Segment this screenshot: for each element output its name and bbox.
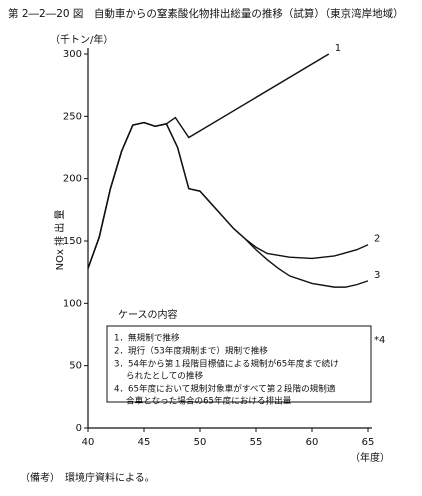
legend-item: 2．現行（53年度規制まで）規制で推移	[114, 345, 268, 357]
y-tick-label: 300	[63, 49, 82, 60]
series-line	[87, 53, 330, 269]
x-tick-label: 50	[194, 437, 207, 448]
legend-box	[106, 325, 372, 403]
x-tick-label: 40	[82, 437, 95, 448]
y-tick-label: 250	[63, 111, 82, 122]
y-tick-label: 100	[63, 298, 82, 309]
y-label: NOx 排 出 量	[53, 210, 66, 271]
x-tick-label: 65	[362, 437, 375, 448]
legend-title: ケースの内容	[118, 308, 178, 321]
x-tick-label: 45	[138, 437, 151, 448]
y-unit: （千トン/年）	[50, 33, 113, 46]
x-tick-label: 55	[250, 437, 263, 448]
series-line	[87, 121, 369, 288]
series-label: 3	[374, 270, 380, 281]
y-tick-label: 200	[63, 174, 82, 185]
legend-item: 合車となった場合の65年度における排出量	[126, 395, 292, 407]
y-tick-label: 150	[63, 236, 82, 247]
note: （備考） 環境庁資料による。	[20, 471, 155, 484]
series-label: 2	[374, 234, 380, 245]
y-tick-label: 50	[69, 361, 82, 372]
x-label: （年度）	[350, 451, 390, 464]
series-line	[87, 121, 369, 269]
annotation: *4	[374, 335, 385, 346]
legend-item: 1．無規制で推移	[114, 332, 180, 344]
y-tick-label: 0	[76, 423, 82, 434]
legend-item: 4．65年度において規制対象車がすべて第２段階の規制適	[114, 383, 336, 395]
chart-title: 第 2―2―20 図 自動車からの窒素酸化物排出総量の推移（試算）（東京湾岸地域…	[8, 7, 404, 20]
legend-item: られたとしての推移	[126, 370, 203, 382]
series-label: 1	[335, 43, 341, 54]
x-tick-label: 60	[306, 437, 319, 448]
legend-item: 3．54年から第１段階目標値による規制が65年度まで続け	[114, 358, 339, 370]
